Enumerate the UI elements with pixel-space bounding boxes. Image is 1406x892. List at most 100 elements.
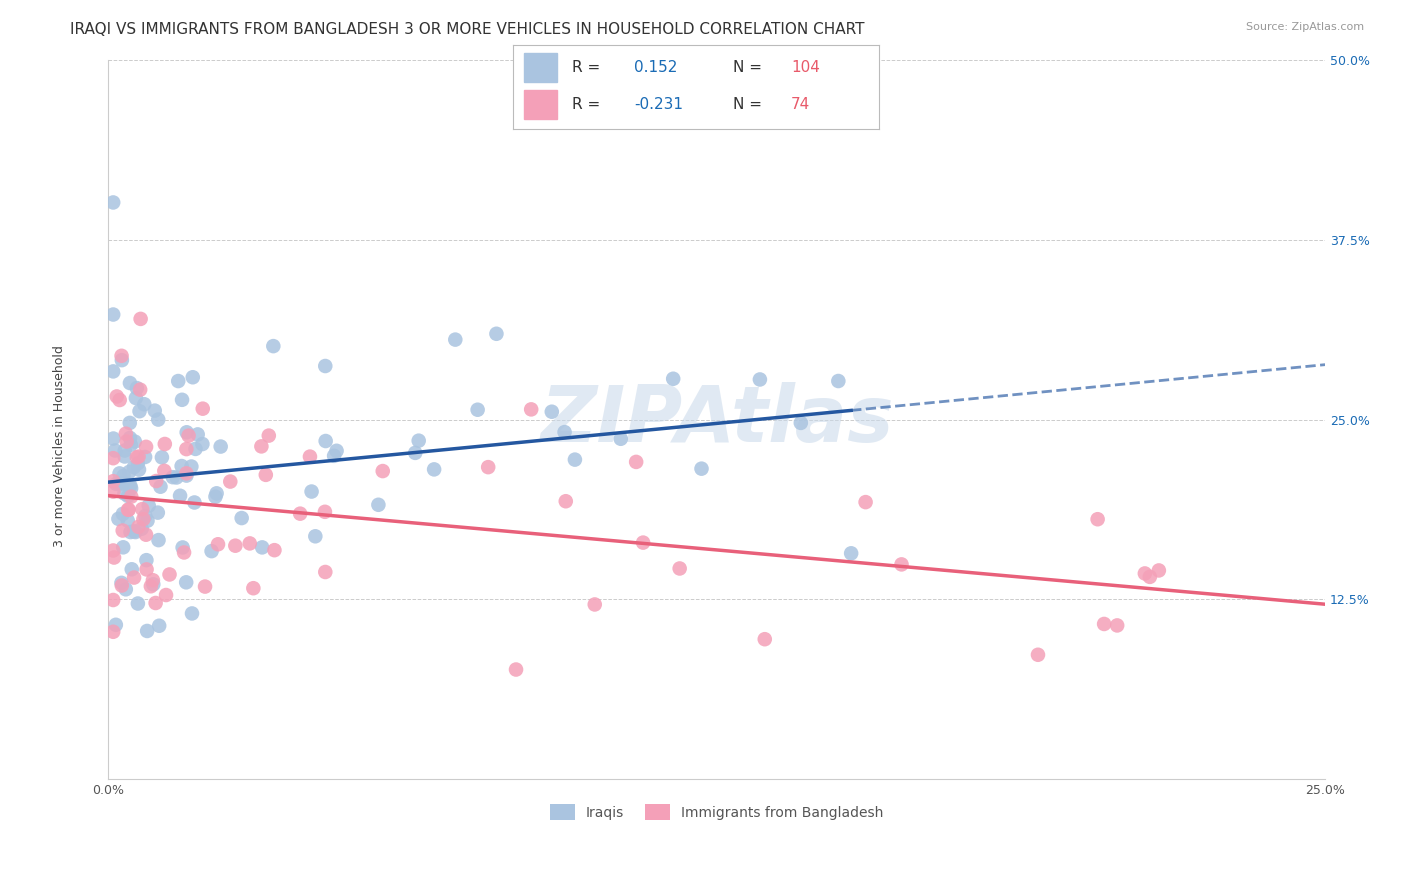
Point — [166, 470, 188, 484]
Point — [790, 416, 813, 430]
Point — [103, 451, 125, 466]
Point — [117, 502, 139, 516]
Point — [125, 391, 148, 405]
Point — [110, 575, 132, 590]
Text: N =: N = — [733, 60, 762, 75]
Point — [122, 524, 145, 539]
Point — [314, 565, 336, 579]
Point — [314, 359, 336, 373]
Point — [200, 544, 222, 558]
Point — [112, 486, 135, 500]
Point — [134, 450, 156, 464]
Point — [114, 443, 136, 458]
Point — [117, 514, 139, 528]
Point — [172, 541, 194, 555]
Point — [204, 490, 226, 504]
Text: N =: N = — [733, 97, 762, 112]
Point — [467, 402, 489, 417]
Text: 74: 74 — [792, 97, 810, 112]
Point — [315, 434, 337, 448]
Point — [122, 460, 145, 475]
Point — [250, 541, 273, 555]
Text: ZIPAtlas: ZIPAtlas — [540, 382, 893, 458]
Point — [115, 434, 138, 449]
Point — [111, 353, 134, 368]
Point — [105, 389, 128, 403]
Point — [111, 524, 134, 538]
Point — [690, 461, 713, 475]
Point — [128, 450, 150, 464]
Point — [103, 484, 125, 499]
Point — [145, 596, 167, 610]
Point — [408, 434, 430, 448]
Point — [1133, 566, 1156, 581]
Point — [114, 450, 136, 464]
Point — [139, 579, 162, 593]
Point — [176, 468, 198, 483]
Point — [207, 537, 229, 551]
Point — [314, 505, 336, 519]
Point — [150, 450, 173, 465]
Point — [505, 663, 527, 677]
Point — [485, 326, 508, 341]
Point — [254, 467, 277, 482]
Legend: Iraqis, Immigrants from Bangladesh: Iraqis, Immigrants from Bangladesh — [544, 798, 889, 826]
Point — [103, 195, 125, 210]
Point — [120, 438, 142, 452]
Point — [108, 392, 131, 407]
Point — [148, 533, 170, 548]
Point — [148, 619, 170, 633]
Point — [135, 553, 157, 567]
Point — [191, 401, 214, 416]
Point — [120, 490, 142, 504]
Bar — [524, 54, 557, 82]
Point — [170, 392, 193, 407]
Point — [125, 450, 148, 465]
Point — [170, 458, 193, 473]
Point — [191, 437, 214, 451]
Point — [120, 478, 142, 492]
Point — [162, 470, 184, 484]
Point — [444, 333, 467, 347]
Point — [111, 476, 134, 491]
Point — [128, 520, 150, 534]
Point — [148, 412, 170, 426]
Point — [124, 434, 146, 449]
Point — [176, 425, 198, 440]
Point — [1139, 570, 1161, 584]
Point — [103, 593, 125, 607]
Point — [371, 464, 394, 478]
Point — [127, 597, 149, 611]
Point — [1147, 564, 1170, 578]
Point — [668, 561, 690, 575]
Point — [301, 484, 323, 499]
Point — [167, 374, 190, 388]
Point — [323, 449, 346, 463]
Point — [239, 536, 262, 550]
Point — [138, 499, 160, 513]
Point — [146, 506, 169, 520]
Point — [110, 349, 132, 363]
Point — [231, 511, 253, 525]
Point — [114, 426, 136, 441]
Point — [118, 502, 141, 516]
Point — [118, 416, 141, 430]
Point — [827, 374, 849, 388]
Point — [1087, 512, 1109, 526]
Point — [298, 450, 321, 464]
Point — [105, 476, 128, 491]
Point — [129, 312, 152, 326]
Point — [112, 468, 135, 483]
Point — [404, 446, 426, 460]
Point — [173, 545, 195, 559]
Point — [583, 598, 606, 612]
Point — [184, 442, 207, 456]
Point — [169, 489, 191, 503]
Point — [108, 467, 131, 481]
Point — [103, 432, 125, 446]
Point — [367, 498, 389, 512]
Point — [107, 476, 129, 491]
Point — [125, 381, 148, 395]
Point — [135, 562, 157, 576]
Point — [107, 512, 129, 526]
